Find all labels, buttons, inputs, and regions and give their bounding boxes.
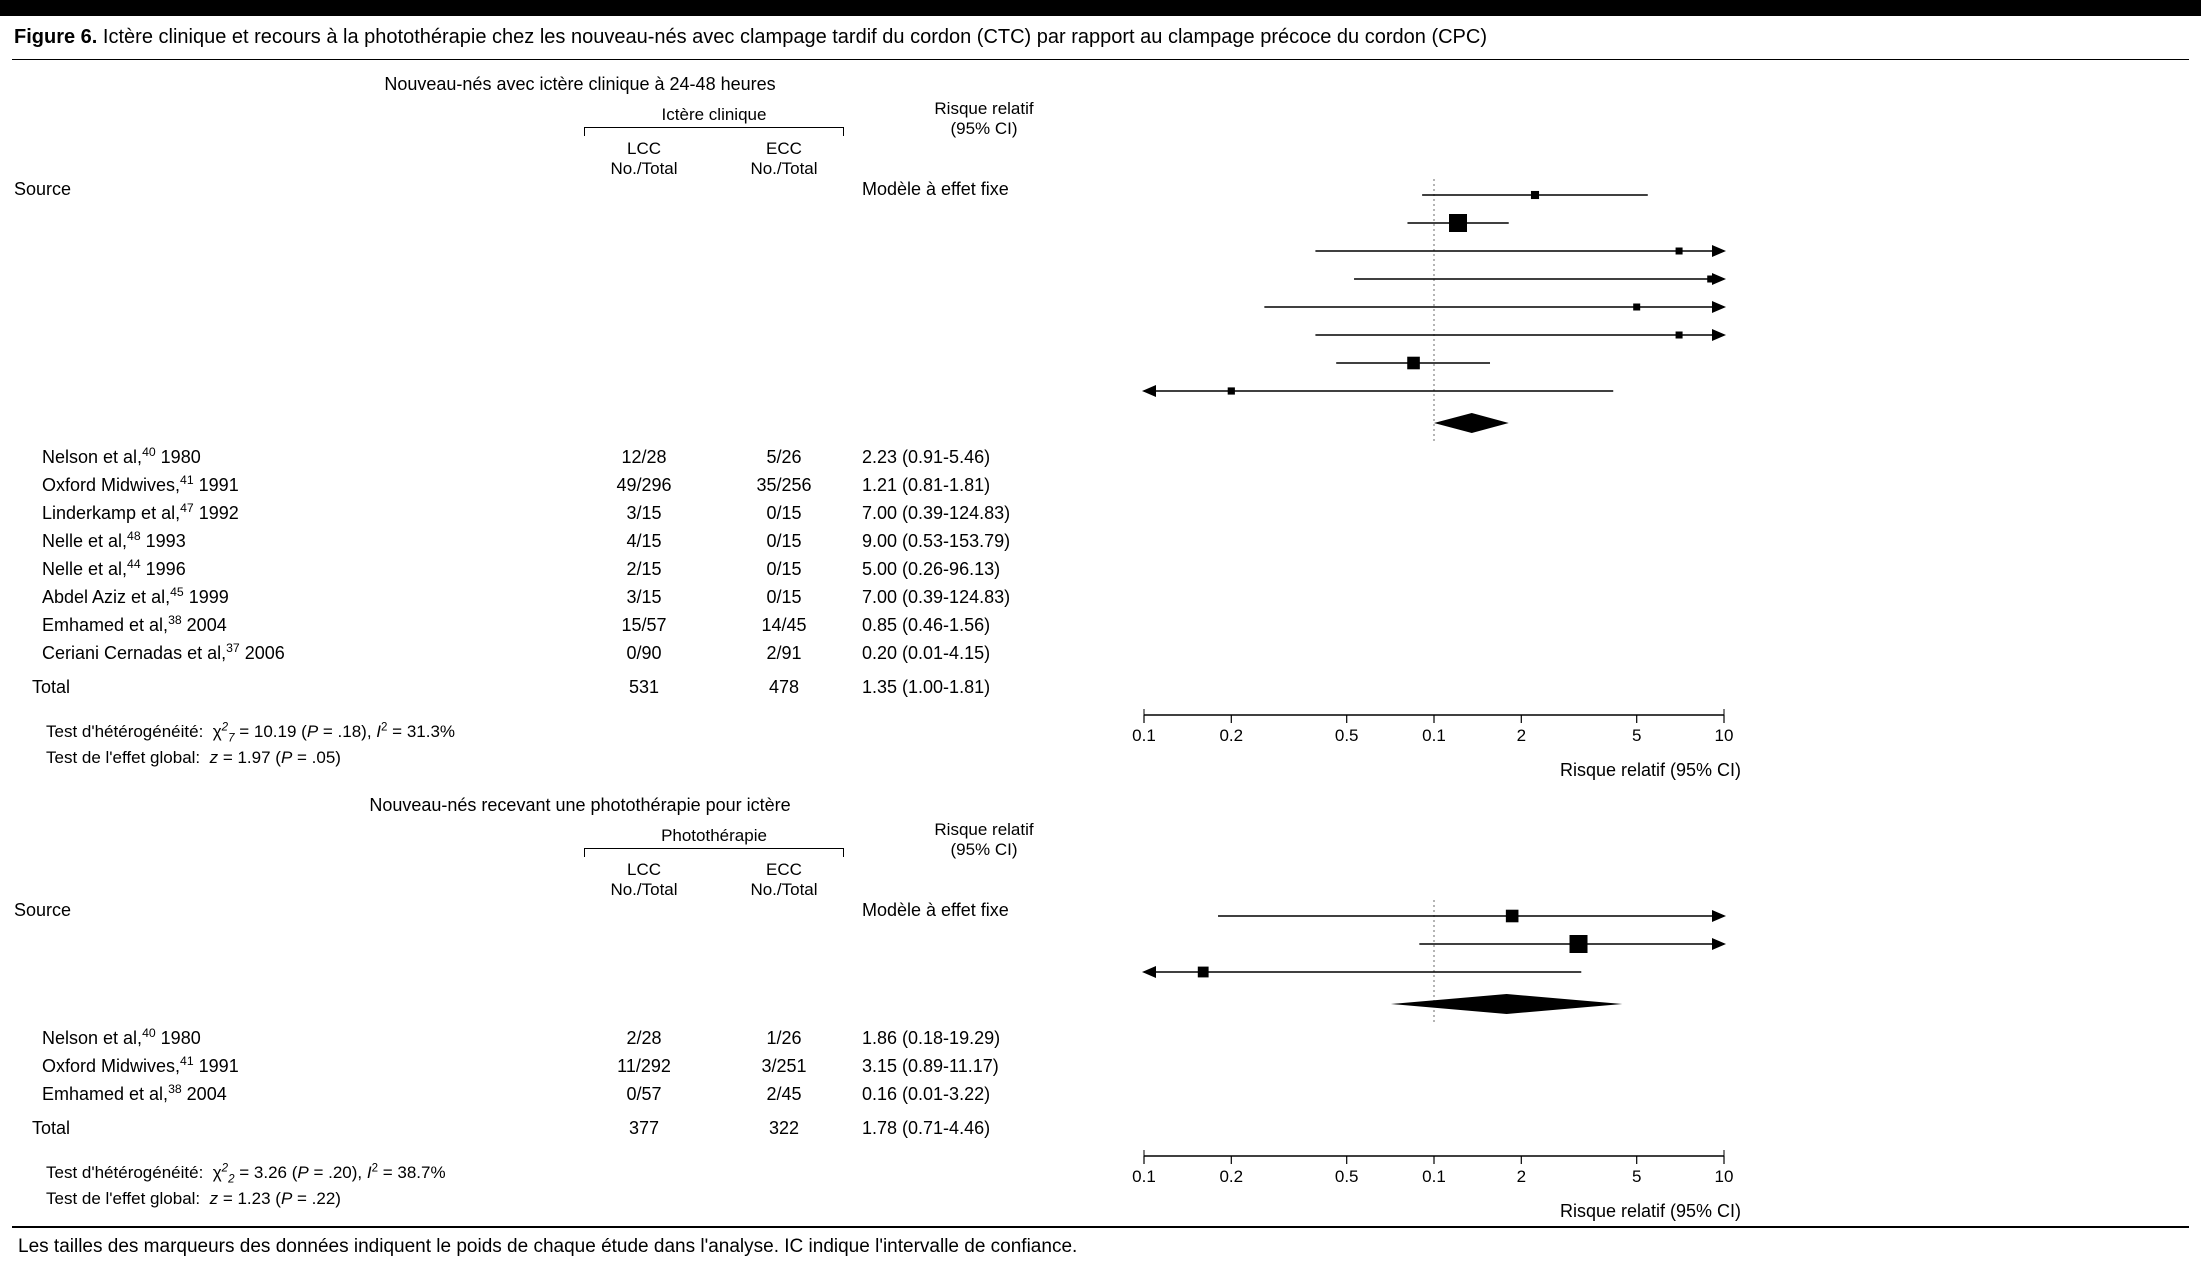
svg-text:0.2: 0.2 xyxy=(1219,1167,1243,1186)
svg-text:0.1: 0.1 xyxy=(1422,726,1446,745)
study-label: Abdel Aziz et al,45 1999 xyxy=(14,587,574,608)
svg-text:2: 2 xyxy=(1517,726,1526,745)
lcc-value: 0/57 xyxy=(574,1084,714,1105)
svg-text:5: 5 xyxy=(1632,1167,1641,1186)
ecc-value: 3/251 xyxy=(714,1056,854,1077)
total-rr: 1.78 (0.71-4.46) xyxy=(854,1118,1114,1139)
rr-value: 9.00 (0.53-153.79) xyxy=(854,531,1114,552)
study-label: Nelson et al,40 1980 xyxy=(14,1028,574,1049)
svg-text:0.1: 0.1 xyxy=(1132,726,1156,745)
ecc-value: 5/26 xyxy=(714,447,854,468)
heterogeneity-test: Test d'hétérogénéité: χ27 = 10.19 (P = .… xyxy=(14,718,1114,744)
forest-plot-axis: 0.1 0.2 0.5 0.1 2 5 10 xyxy=(1114,1148,1754,1194)
rr-value: 5.00 (0.26-96.13) xyxy=(854,559,1114,580)
rr-value: 7.00 (0.39-124.83) xyxy=(854,587,1114,608)
axis-label: Risque relatif (95% CI) xyxy=(1114,760,2187,781)
total-lcc: 377 xyxy=(574,1118,714,1139)
panel-title: Nouveau-nés recevant une photothérapie p… xyxy=(180,795,980,816)
overall-effect-test: Test de l'effet global: z = 1.97 (P = .0… xyxy=(14,744,1114,770)
figure-label: Figure 6. xyxy=(14,26,97,48)
lcc-header: LCCNo./Total xyxy=(574,860,714,900)
total-lcc: 531 xyxy=(574,677,714,698)
study-label: Oxford Midwives,41 1991 xyxy=(14,475,574,496)
total-ecc: 322 xyxy=(714,1118,854,1139)
rr-value: 1.21 (0.81-1.81) xyxy=(854,475,1114,496)
rr-value: 2.23 (0.91-5.46) xyxy=(854,447,1114,468)
lcc-value: 0/90 xyxy=(574,643,714,664)
total-ecc: 478 xyxy=(714,677,854,698)
svg-text:5: 5 xyxy=(1632,726,1641,745)
study-label: Nelson et al,40 1980 xyxy=(14,447,574,468)
rule-under-caption xyxy=(12,59,2189,60)
svg-text:0.1: 0.1 xyxy=(1132,1167,1156,1186)
rr-value: 7.00 (0.39-124.83) xyxy=(854,503,1114,524)
study-label: Linderkamp et al,47 1992 xyxy=(14,503,574,524)
ecc-value: 14/45 xyxy=(714,615,854,636)
study-label: Nelle et al,44 1996 xyxy=(14,559,574,580)
ecc-value: 2/45 xyxy=(714,1084,854,1105)
heterogeneity-test: Test d'hétérogénéité: χ22 = 3.26 (P = .2… xyxy=(14,1159,1114,1185)
total-label: Total xyxy=(14,677,574,698)
figure-caption-text: Ictère clinique et recours à la photothé… xyxy=(103,26,1487,48)
rr-value: 0.20 (0.01-4.15) xyxy=(854,643,1114,664)
ecc-header: ECCNo./Total xyxy=(714,139,854,179)
rr-value: 0.85 (0.46-1.56) xyxy=(854,615,1114,636)
lcc-value: 11/292 xyxy=(574,1056,714,1077)
lcc-value: 3/15 xyxy=(574,587,714,608)
rr-value: 0.16 (0.01-3.22) xyxy=(854,1084,1114,1105)
group-header: Photothérapie xyxy=(574,826,854,855)
total-label: Total xyxy=(14,1118,574,1139)
study-label: Emhamed et al,38 2004 xyxy=(14,1084,574,1105)
lcc-value: 3/15 xyxy=(574,503,714,524)
study-label: Emhamed et al,38 2004 xyxy=(14,615,574,636)
lcc-header: LCCNo./Total xyxy=(574,139,714,179)
ecc-value: 0/15 xyxy=(714,587,854,608)
figure-top-bar xyxy=(0,0,2201,16)
group-header: Ictère clinique xyxy=(574,105,854,134)
ecc-value: 35/256 xyxy=(714,475,854,496)
rr-value: 3.15 (0.89-11.17) xyxy=(854,1056,1114,1077)
model-label: Modèle à effet fixe xyxy=(854,179,1114,200)
source-header: Source xyxy=(14,179,574,200)
svg-text:2: 2 xyxy=(1517,1167,1526,1186)
axis-label: Risque relatif (95% CI) xyxy=(1114,1201,2187,1222)
ecc-value: 0/15 xyxy=(714,503,854,524)
panel-title: Nouveau-nés avec ictère clinique à 24-48… xyxy=(180,74,980,95)
ecc-value: 1/26 xyxy=(714,1028,854,1049)
lcc-value: 49/296 xyxy=(574,475,714,496)
lcc-value: 4/15 xyxy=(574,531,714,552)
lcc-value: 2/28 xyxy=(574,1028,714,1049)
rr-header: Risque relatif(95% CI) xyxy=(854,820,1114,860)
total-rr: 1.35 (1.00-1.81) xyxy=(854,677,1114,698)
study-label: Ceriani Cernadas et al,37 2006 xyxy=(14,643,574,664)
svg-text:0.2: 0.2 xyxy=(1219,726,1243,745)
forest-plot-axis: 0.1 0.2 0.5 0.1 2 5 10 xyxy=(1114,707,1754,753)
svg-text:0.5: 0.5 xyxy=(1335,1167,1359,1186)
lcc-value: 2/15 xyxy=(574,559,714,580)
rr-value: 1.86 (0.18-19.29) xyxy=(854,1028,1114,1049)
ecc-value: 2/91 xyxy=(714,643,854,664)
svg-text:0.5: 0.5 xyxy=(1335,726,1359,745)
overall-effect-test: Test de l'effet global: z = 1.23 (P = .2… xyxy=(14,1185,1114,1211)
lcc-value: 12/28 xyxy=(574,447,714,468)
ecc-header: ECCNo./Total xyxy=(714,860,854,900)
rr-header: Risque relatif(95% CI) xyxy=(854,99,1114,139)
svg-text:10: 10 xyxy=(1715,726,1734,745)
forest-plot-body xyxy=(1114,900,1754,1024)
svg-text:10: 10 xyxy=(1715,1167,1734,1186)
svg-text:0.1: 0.1 xyxy=(1422,1167,1446,1186)
figure-footnote: Les tailles des marqueurs des données in… xyxy=(0,1228,2201,1270)
figure-caption: Figure 6. Ictère clinique et recours à l… xyxy=(0,16,2201,59)
forest-plot-body xyxy=(1114,179,1754,443)
study-label: Nelle et al,48 1993 xyxy=(14,531,574,552)
source-header: Source xyxy=(14,900,574,921)
ecc-value: 0/15 xyxy=(714,559,854,580)
ecc-value: 0/15 xyxy=(714,531,854,552)
study-label: Oxford Midwives,41 1991 xyxy=(14,1056,574,1077)
model-label: Modèle à effet fixe xyxy=(854,900,1114,921)
lcc-value: 15/57 xyxy=(574,615,714,636)
